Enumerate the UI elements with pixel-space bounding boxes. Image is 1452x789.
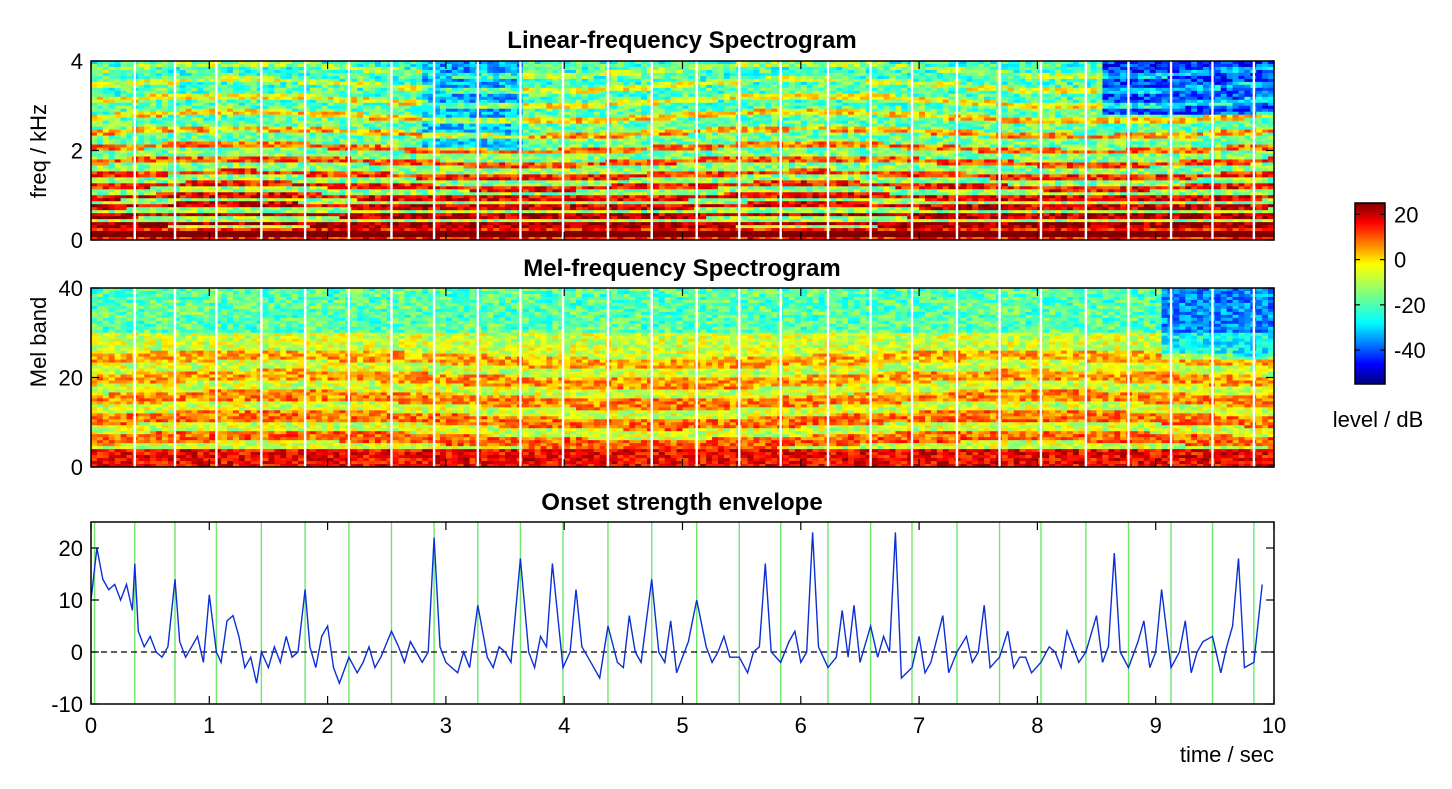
linear-spectrogram-title: Linear-frequency Spectrogram bbox=[507, 27, 856, 54]
linear-spectrogram-panel: Linear-frequency Spectrogram freq / kHz … bbox=[26, 27, 1275, 253]
linear-spectrogram-image bbox=[91, 61, 1275, 241]
linear-spectrogram-ylabel: freq / kHz bbox=[26, 104, 51, 198]
